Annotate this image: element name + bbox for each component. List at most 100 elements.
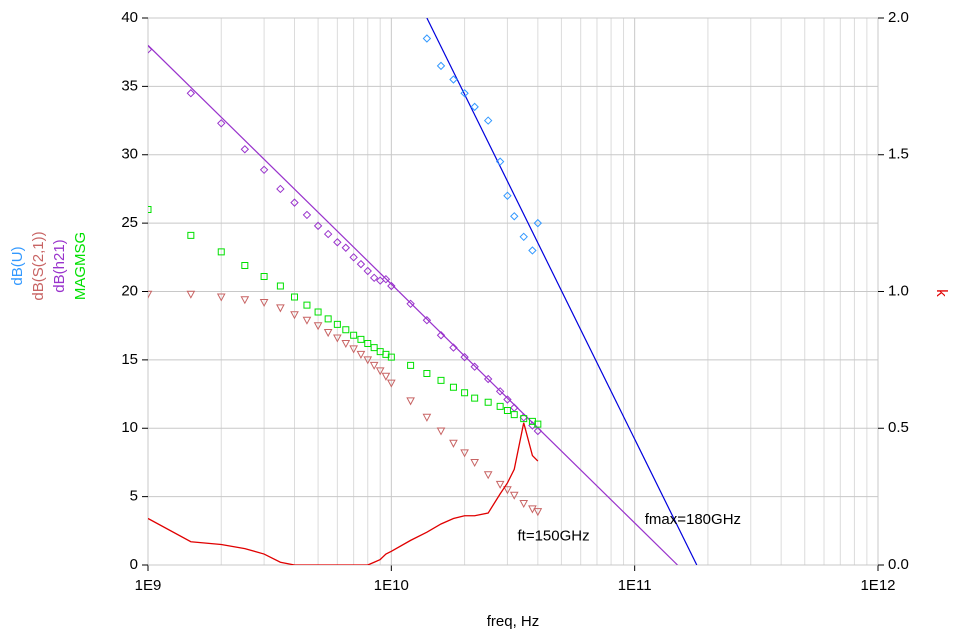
y2-axis-label: k — [933, 289, 950, 297]
y-tick-label: 0 — [130, 556, 138, 573]
x-tick-label: 1E11 — [618, 577, 652, 594]
data-point — [436, 61, 446, 71]
data-point — [369, 273, 379, 283]
data-point — [303, 301, 311, 309]
data-point — [483, 374, 493, 384]
y-tick-label: 15 — [121, 351, 138, 368]
data-point — [423, 370, 431, 378]
data-point — [341, 339, 351, 349]
data-point — [186, 290, 196, 299]
data-point — [460, 89, 469, 98]
data-point — [534, 420, 542, 428]
fit-line — [426, 18, 698, 565]
data-point — [422, 34, 432, 43]
data-point — [276, 282, 284, 290]
data-point — [291, 293, 299, 301]
data-point — [370, 344, 378, 352]
data-point — [484, 398, 492, 406]
data-point — [276, 184, 285, 194]
data-point — [313, 322, 323, 331]
data-point — [363, 356, 373, 365]
y2-tick-label: 1.5 — [888, 146, 909, 163]
data-point — [349, 253, 358, 262]
data-point — [217, 119, 226, 128]
data-point — [363, 266, 372, 276]
data-point — [449, 343, 458, 352]
data-point — [333, 334, 342, 343]
data-point — [483, 116, 493, 125]
data-point — [381, 274, 391, 284]
data-point — [533, 218, 543, 228]
data-point — [342, 326, 350, 334]
data-point — [528, 417, 536, 425]
series-line — [148, 422, 539, 565]
y2-tick-label: 0.0 — [888, 556, 909, 573]
data-point — [369, 361, 379, 370]
data-point — [422, 413, 432, 422]
data-point — [356, 259, 366, 269]
y2-tick-label: 0.5 — [888, 419, 909, 436]
data-point — [333, 238, 342, 247]
data-point — [483, 471, 493, 480]
y-tick-label: 20 — [121, 282, 138, 299]
y-tick-label: 40 — [121, 9, 138, 26]
data-point — [470, 362, 479, 371]
data-point — [387, 281, 396, 291]
data-point — [460, 449, 469, 458]
y2-tick-label: 2.0 — [888, 9, 909, 26]
x-tick-label: 1E12 — [860, 577, 895, 594]
data-point — [528, 246, 537, 255]
data-point — [290, 311, 299, 320]
data-point — [241, 262, 249, 270]
data-point — [519, 232, 528, 242]
data-point — [148, 205, 152, 213]
y-tick-label: 30 — [121, 146, 138, 163]
data-point — [216, 293, 226, 302]
data-point — [510, 411, 518, 419]
data-point — [186, 89, 196, 98]
data-point — [449, 75, 458, 84]
y-axis-label: dB(U) — [9, 246, 26, 285]
data-point — [314, 308, 322, 316]
data-point — [503, 191, 512, 200]
data-point — [386, 379, 396, 388]
data-point — [381, 372, 391, 381]
y-tick-label: 10 — [121, 419, 138, 436]
y-tick-label: 25 — [121, 214, 138, 231]
data-point — [533, 508, 543, 517]
data-point — [240, 145, 250, 154]
annotation: fmax=180GHz — [645, 511, 741, 528]
y-tick-label: 5 — [130, 488, 138, 505]
data-point — [217, 248, 225, 256]
data-point — [471, 394, 479, 402]
data-point — [519, 499, 529, 509]
data-point — [259, 165, 269, 174]
annotation: ft=150GHz — [518, 527, 590, 544]
data-point — [503, 406, 511, 414]
data-point — [302, 210, 312, 220]
data-point — [495, 387, 505, 396]
data-point — [470, 102, 479, 112]
data-point — [470, 458, 479, 467]
x-tick-label: 1E9 — [135, 577, 162, 594]
data-point — [350, 331, 358, 339]
data-point — [356, 350, 366, 359]
data-point — [436, 331, 446, 340]
data-point — [406, 397, 415, 406]
data-point — [436, 427, 446, 436]
data-point — [387, 353, 395, 361]
y-axis-label: MAGMSG — [72, 232, 89, 300]
data-point — [276, 304, 285, 313]
data-point — [290, 198, 299, 207]
data-point — [461, 389, 469, 397]
y2-tick-label: 1.0 — [888, 282, 909, 299]
data-point — [422, 316, 432, 325]
data-point — [533, 426, 543, 436]
y-axis-label: dB(h21) — [51, 239, 68, 292]
data-point — [509, 491, 519, 500]
data-point — [406, 299, 415, 309]
data-point — [503, 395, 512, 404]
plot-area — [148, 18, 698, 565]
data-point — [324, 315, 332, 323]
